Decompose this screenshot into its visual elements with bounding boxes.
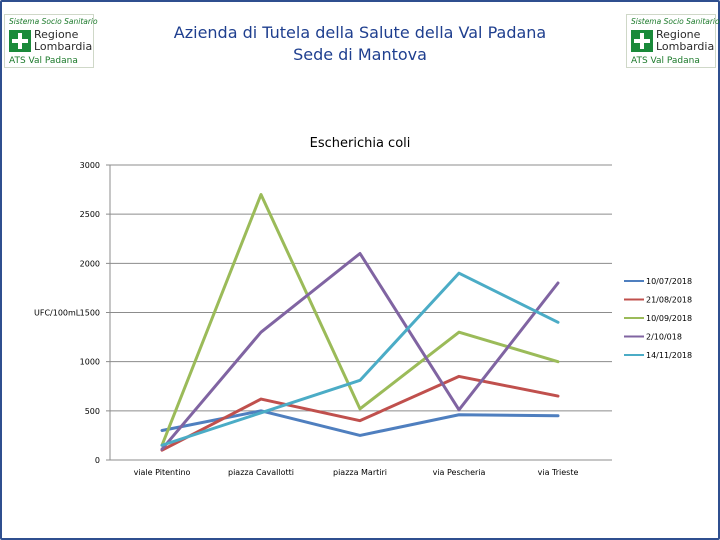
y-tick-label: 1500 xyxy=(80,309,100,318)
x-tick-label: via Pescheria xyxy=(433,468,486,477)
legend-label: 10/09/2018 xyxy=(646,314,692,323)
lombardy-cross-icon xyxy=(9,30,31,52)
y-tick-label: 1000 xyxy=(80,358,100,367)
series-line xyxy=(160,252,560,451)
series-line xyxy=(160,271,560,447)
y-axis-label: UFC/100mL xyxy=(34,309,81,318)
logo-text-regione: Regione xyxy=(656,28,701,41)
logo-text-regione: Regione xyxy=(34,28,79,41)
legend-label: 21/08/2018 xyxy=(646,296,692,305)
logo-tagline: Sistema Socio Sanitario xyxy=(631,17,720,26)
logo-text-ats: ATS Val Padana xyxy=(631,56,700,66)
legend-label: 10/07/2018 xyxy=(646,277,692,286)
y-tick-label: 500 xyxy=(85,407,100,416)
lombardy-cross-icon xyxy=(631,30,653,52)
legend-label: 14/11/2018 xyxy=(646,351,692,360)
series-line xyxy=(160,374,560,452)
y-tick-label: 0 xyxy=(95,456,100,465)
chart-title: Escherichia coli xyxy=(310,136,411,151)
x-tick-label: piazza Martiri xyxy=(333,468,387,477)
y-tick-label: 3000 xyxy=(80,161,100,170)
x-tick-label: viale Pitentino xyxy=(134,468,191,477)
y-tick-label: 2000 xyxy=(80,259,100,268)
x-tick-label: via Trieste xyxy=(538,468,579,477)
logo-text-lombardia: Lombardia xyxy=(656,40,715,53)
logo-text-ats: ATS Val Padana xyxy=(9,56,78,66)
regione-lombardia-logo-right: Sistema Socio Sanitario Regione Lombardi… xyxy=(626,14,720,68)
series-line xyxy=(160,193,560,447)
legend-label: 2/10/018 xyxy=(646,333,682,342)
regione-lombardia-logo-left: Sistema Socio Sanitario Regione Lombardi… xyxy=(4,14,98,68)
series-line xyxy=(160,409,560,437)
y-tick-label: 2500 xyxy=(80,210,100,219)
x-tick-label: piazza Cavallotti xyxy=(228,468,294,477)
page-title: Azienda di Tutela della Salute della Val… xyxy=(120,22,600,66)
page-title-line1: Azienda di Tutela della Salute della Val… xyxy=(173,23,547,42)
logo-text-lombardia: Lombardia xyxy=(34,40,93,53)
logo-tagline: Sistema Socio Sanitario xyxy=(9,17,98,26)
page-title-line2: Sede di Mantova xyxy=(293,45,427,64)
